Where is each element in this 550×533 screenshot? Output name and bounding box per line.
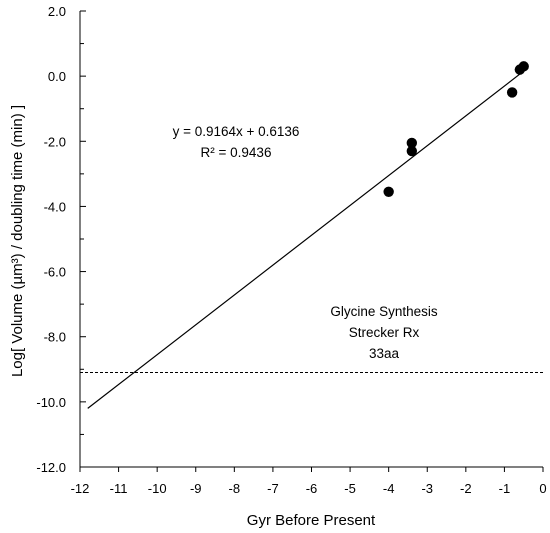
x-tick-label: -6 <box>306 481 318 496</box>
y-tick-label: 0.0 <box>48 69 66 84</box>
x-tick-label: -5 <box>344 481 356 496</box>
y-tick-label: 2.0 <box>48 4 66 19</box>
trendline <box>87 70 525 409</box>
data-point <box>383 186 394 197</box>
reference-label-line-2: Strecker Rx <box>349 325 420 340</box>
data-point <box>406 137 418 149</box>
trendline-equation: y = 0.9164x + 0.6136 <box>173 124 300 139</box>
reference-label-line-3: 33aa <box>369 346 400 361</box>
x-tick-label: 0 <box>539 481 546 496</box>
x-tick-label: -12 <box>71 481 90 496</box>
x-tick-label: -8 <box>229 481 241 496</box>
x-tick-label: -9 <box>190 481 202 496</box>
x-tick-label: -1 <box>499 481 511 496</box>
x-tick-label: -10 <box>148 481 167 496</box>
x-tick-label: -7 <box>267 481 279 496</box>
y-tick-label: -6.0 <box>44 265 66 280</box>
y-tick-label: -12.0 <box>36 460 66 475</box>
y-tick-label: -2.0 <box>44 134 66 149</box>
y-tick-label: -8.0 <box>44 330 66 345</box>
x-tick-label: -3 <box>421 481 433 496</box>
x-tick-label: -4 <box>383 481 395 496</box>
data-point <box>514 64 526 75</box>
reference-label-line-1: Glycine Synthesis <box>330 304 438 319</box>
trendline-r2: R² = 0.9436 <box>201 145 272 160</box>
y-tick-label: -4.0 <box>44 199 66 214</box>
data-point <box>406 145 418 157</box>
x-axis-title: Gyr Before Present <box>247 512 376 529</box>
x-axis-ticks: -12 -11 -10 -9 -8 -7 -6 -5 -4 -3 -2 -1 0 <box>71 467 547 496</box>
data-points <box>383 61 529 197</box>
y-axis-ticks: 2.0 0.0 -2.0 -4.0 -6.0 -8.0 -10.0 -12.0 <box>36 4 86 475</box>
y-tick-label: -10.0 <box>36 395 66 410</box>
x-tick-label: -11 <box>110 481 128 496</box>
x-tick-label: -2 <box>460 481 472 496</box>
y-axis-title: Log[ Volume (µm³) / doubling time (min) … <box>9 105 26 377</box>
data-point <box>506 87 518 98</box>
